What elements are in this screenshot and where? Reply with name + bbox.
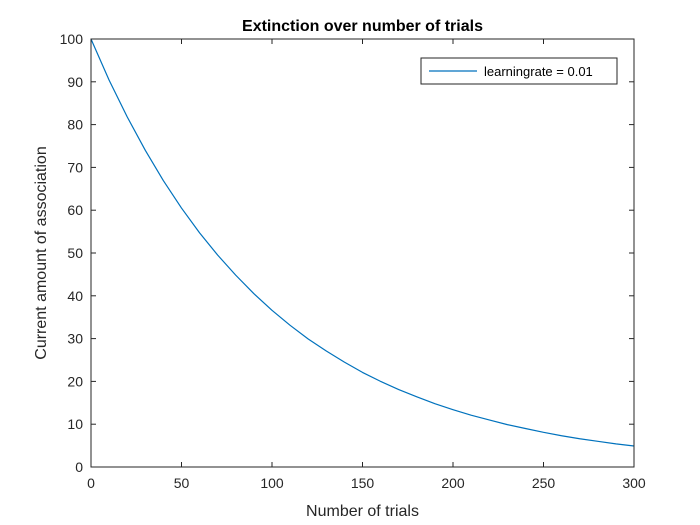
y-tick-label: 30 (67, 331, 83, 347)
y-tick-label: 100 (60, 31, 84, 47)
x-tick-label: 150 (351, 475, 375, 491)
x-tick-label: 0 (87, 475, 95, 491)
legend: learningrate = 0.01 (420, 57, 618, 85)
y-tick-label: 60 (67, 202, 83, 218)
axis-ticks: 0 50 100 150 200 250 300 0 10 20 30 40 50 60 70 80 90 100 (60, 31, 646, 491)
y-tick-label: 70 (67, 159, 83, 175)
chart-title: Extinction over number of trials (242, 18, 483, 35)
x-tick-label: 200 (441, 475, 465, 491)
legend-entry: learningrate = 0.01 (484, 64, 593, 79)
y-tick-label: 40 (67, 288, 83, 304)
x-tick-label: 100 (260, 475, 284, 491)
x-axis-label: Number of trials (306, 503, 419, 520)
series-line (90, 38, 635, 447)
y-tick-label: 90 (67, 74, 83, 90)
y-axis-label: Current amount of association (33, 146, 50, 359)
x-tick-label: 50 (174, 475, 190, 491)
y-tick-label: 0 (75, 459, 83, 475)
y-tick-label: 80 (67, 117, 83, 133)
plot-background (91, 39, 634, 467)
axes-box (90, 38, 635, 468)
y-tick-label: 10 (67, 416, 83, 432)
x-tick-label: 250 (532, 475, 556, 491)
y-tick-label: 50 (67, 245, 83, 261)
y-tick-label: 20 (67, 373, 83, 389)
series-layer (90, 38, 635, 447)
x-tick-label: 300 (622, 475, 646, 491)
